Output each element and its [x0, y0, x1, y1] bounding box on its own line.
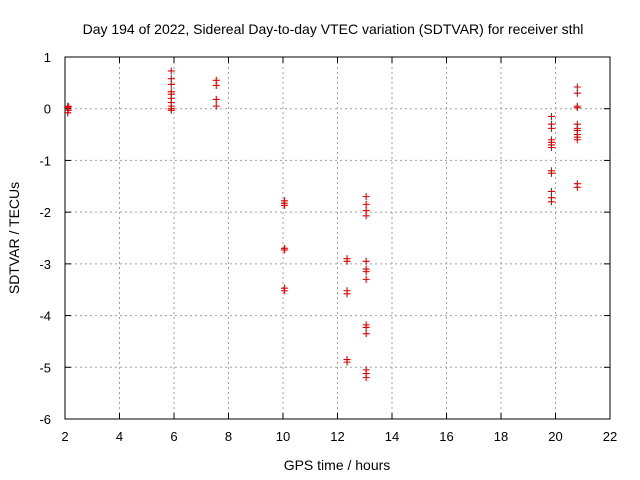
y-tick-labels: -6 -5 -4 -3 -2 -1 0 1 [39, 50, 51, 427]
x-tick-label: 14 [385, 429, 399, 444]
y-tick-label: -4 [39, 309, 51, 324]
data-point [280, 246, 288, 254]
x-tick-label: 10 [276, 429, 290, 444]
data-point [64, 103, 72, 111]
data-point [362, 193, 370, 201]
data-point [212, 81, 220, 89]
data-point [547, 112, 555, 120]
y-tick-label: 0 [44, 102, 51, 117]
data-point [343, 358, 351, 366]
y-tick-label: 1 [44, 50, 51, 65]
plot-frame [64, 56, 611, 420]
y-tick-label: -5 [39, 360, 51, 375]
data-point [547, 144, 555, 151]
data-point [362, 330, 370, 338]
x-axis-label: GPS time / hours [284, 457, 391, 473]
y-tick-label: -3 [39, 257, 51, 272]
data-point [280, 287, 288, 295]
y-tick-label: -6 [39, 412, 51, 427]
data-point [343, 257, 351, 265]
y-tick-label: -2 [39, 205, 51, 220]
x-tick-label: 4 [116, 429, 123, 444]
data-point [547, 187, 555, 195]
data-point [573, 89, 581, 97]
data-point [573, 104, 581, 112]
data-point [362, 374, 370, 382]
data-point [167, 106, 175, 114]
data-point [343, 290, 351, 298]
data-point [547, 169, 555, 177]
data-points [64, 67, 581, 382]
x-tick-label: 2 [61, 429, 68, 444]
x-tick-label: 8 [225, 429, 232, 444]
x-tick-label: 16 [439, 429, 453, 444]
data-point [362, 323, 370, 331]
data-point [167, 67, 175, 75]
data-point [362, 200, 370, 208]
x-tick-label: 22 [603, 429, 617, 444]
y-axis-label: SDTVAR / TECUs [6, 182, 22, 294]
data-point [167, 80, 175, 88]
data-point [547, 124, 555, 132]
x-tick-label: 6 [170, 429, 177, 444]
data-point [64, 109, 72, 117]
x-tick-label: 20 [548, 429, 562, 444]
x-tick-label: 18 [494, 429, 508, 444]
data-point [362, 212, 370, 220]
data-point [362, 275, 370, 283]
data-point [280, 201, 288, 209]
data-point [212, 102, 220, 110]
y-tick-label: -1 [39, 153, 51, 168]
data-point [573, 83, 581, 91]
data-point [573, 183, 581, 191]
x-tick-label: 12 [330, 429, 344, 444]
grid-lines [65, 57, 610, 419]
data-point [362, 268, 370, 276]
data-point [547, 198, 555, 206]
x-tick-labels: 2 4 6 8 10 12 14 16 18 20 22 [61, 429, 617, 444]
chart-title: Day 194 of 2022, Sidereal Day-to-day VTE… [83, 21, 584, 37]
data-point [573, 136, 581, 144]
data-point [212, 95, 220, 103]
data-point [362, 257, 370, 265]
